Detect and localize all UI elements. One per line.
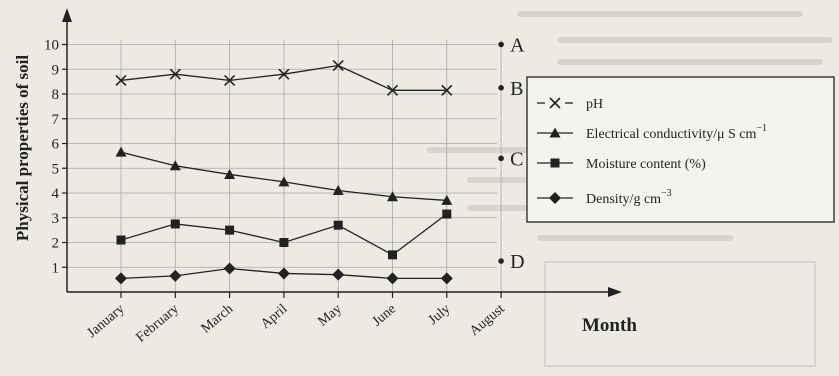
- legend-item: Moisture content (%): [537, 157, 706, 172]
- y-axis-arrow: [62, 8, 72, 22]
- data-point: [388, 250, 397, 260]
- legend-marker: [550, 158, 560, 168]
- x-tick-label: April: [258, 302, 290, 333]
- x-tick-label: March: [199, 302, 237, 337]
- legend-marker: [549, 192, 561, 204]
- data-point: [332, 59, 344, 72]
- x-tick-label: January: [85, 302, 128, 341]
- x-tick-label: June: [370, 302, 399, 330]
- data-point: [333, 220, 343, 230]
- data-point: [170, 219, 180, 229]
- axes: [62, 8, 622, 297]
- x-axis-arrow: [608, 287, 622, 297]
- x-tick-label: August: [467, 302, 508, 340]
- data-point: [441, 84, 453, 96]
- data-point: [279, 238, 289, 247]
- y-tick-label: 10: [44, 38, 59, 54]
- data-point: [225, 225, 235, 235]
- legend-label: pH: [586, 97, 603, 112]
- series: [115, 59, 453, 285]
- data-point: [169, 68, 181, 80]
- legend-marker: [549, 127, 561, 138]
- labeled-point-dot: [498, 155, 504, 162]
- labeled-point-label: B: [510, 78, 523, 100]
- series-1: [115, 146, 453, 205]
- data-point: [224, 74, 236, 86]
- y-tick-label: 8: [52, 87, 60, 103]
- legend-label: Electrical conductivity/μ S cm−1: [586, 123, 767, 142]
- y-tick-label: 7: [52, 112, 60, 128]
- y-tick-label: 1: [52, 260, 60, 276]
- data-point: [115, 146, 127, 157]
- labeled-point-label: C: [510, 148, 523, 170]
- y-tick-label: 6: [52, 137, 60, 153]
- y-ticks: 1 2 3 4 5 6 7 8 9 10: [44, 38, 67, 276]
- labeled-point-dot: [498, 41, 504, 48]
- y-tick-label: 9: [52, 62, 60, 78]
- x-tick-label: July: [426, 302, 454, 328]
- data-point: [223, 262, 236, 275]
- x-ticks: January February March April May June July Augu…: [85, 292, 508, 346]
- data-point: [387, 191, 398, 202]
- legend-label: Moisture content (%): [586, 157, 706, 172]
- data-point: [386, 84, 399, 96]
- series-0: [115, 59, 453, 96]
- legend-marker: [549, 97, 561, 109]
- data-point: [332, 185, 344, 196]
- legend-label: Density/g cm−3: [586, 188, 672, 207]
- data-point: [169, 269, 182, 282]
- legend: pH Electrical conductivity/μ S cm−1 Moistu…: [526, 76, 835, 223]
- labeled-point-dot: [498, 85, 504, 91]
- y-tick-label: 3: [52, 211, 60, 227]
- series-3: [115, 262, 453, 285]
- data-point: [169, 160, 181, 171]
- data-point: [115, 272, 127, 285]
- x-tick-label: February: [134, 302, 182, 346]
- y-tick-label: 2: [52, 236, 60, 252]
- series-2: [116, 209, 452, 260]
- y-tick-label: 4: [52, 186, 60, 202]
- legend-item: pH: [537, 97, 603, 112]
- data-point: [224, 168, 236, 179]
- data-point: [277, 267, 290, 280]
- data-point: [116, 235, 126, 245]
- labeled-point-label: D: [510, 251, 524, 273]
- data-point: [278, 176, 290, 187]
- data-point: [115, 74, 127, 86]
- legend-item: Electrical conductivity/μ S cm−1: [537, 123, 767, 142]
- x-axis-label: Month: [582, 315, 637, 336]
- data-point: [386, 272, 399, 285]
- legend-box: [526, 76, 835, 223]
- x-tick-label: May: [315, 302, 344, 330]
- y-axis-label: Physical properties of soil: [13, 55, 32, 241]
- data-point: [332, 268, 345, 281]
- labeled-points: AB C D: [498, 35, 525, 273]
- labeled-point-label: A: [510, 35, 525, 57]
- labeled-point-dot: [498, 258, 504, 264]
- gridlines: [67, 40, 502, 292]
- legend-item: Density/g cm−3: [537, 188, 672, 207]
- data-point: [278, 68, 290, 80]
- data-point: [440, 272, 453, 285]
- data-point: [441, 194, 453, 205]
- y-tick-label: 5: [52, 161, 60, 177]
- data-point: [442, 209, 452, 219]
